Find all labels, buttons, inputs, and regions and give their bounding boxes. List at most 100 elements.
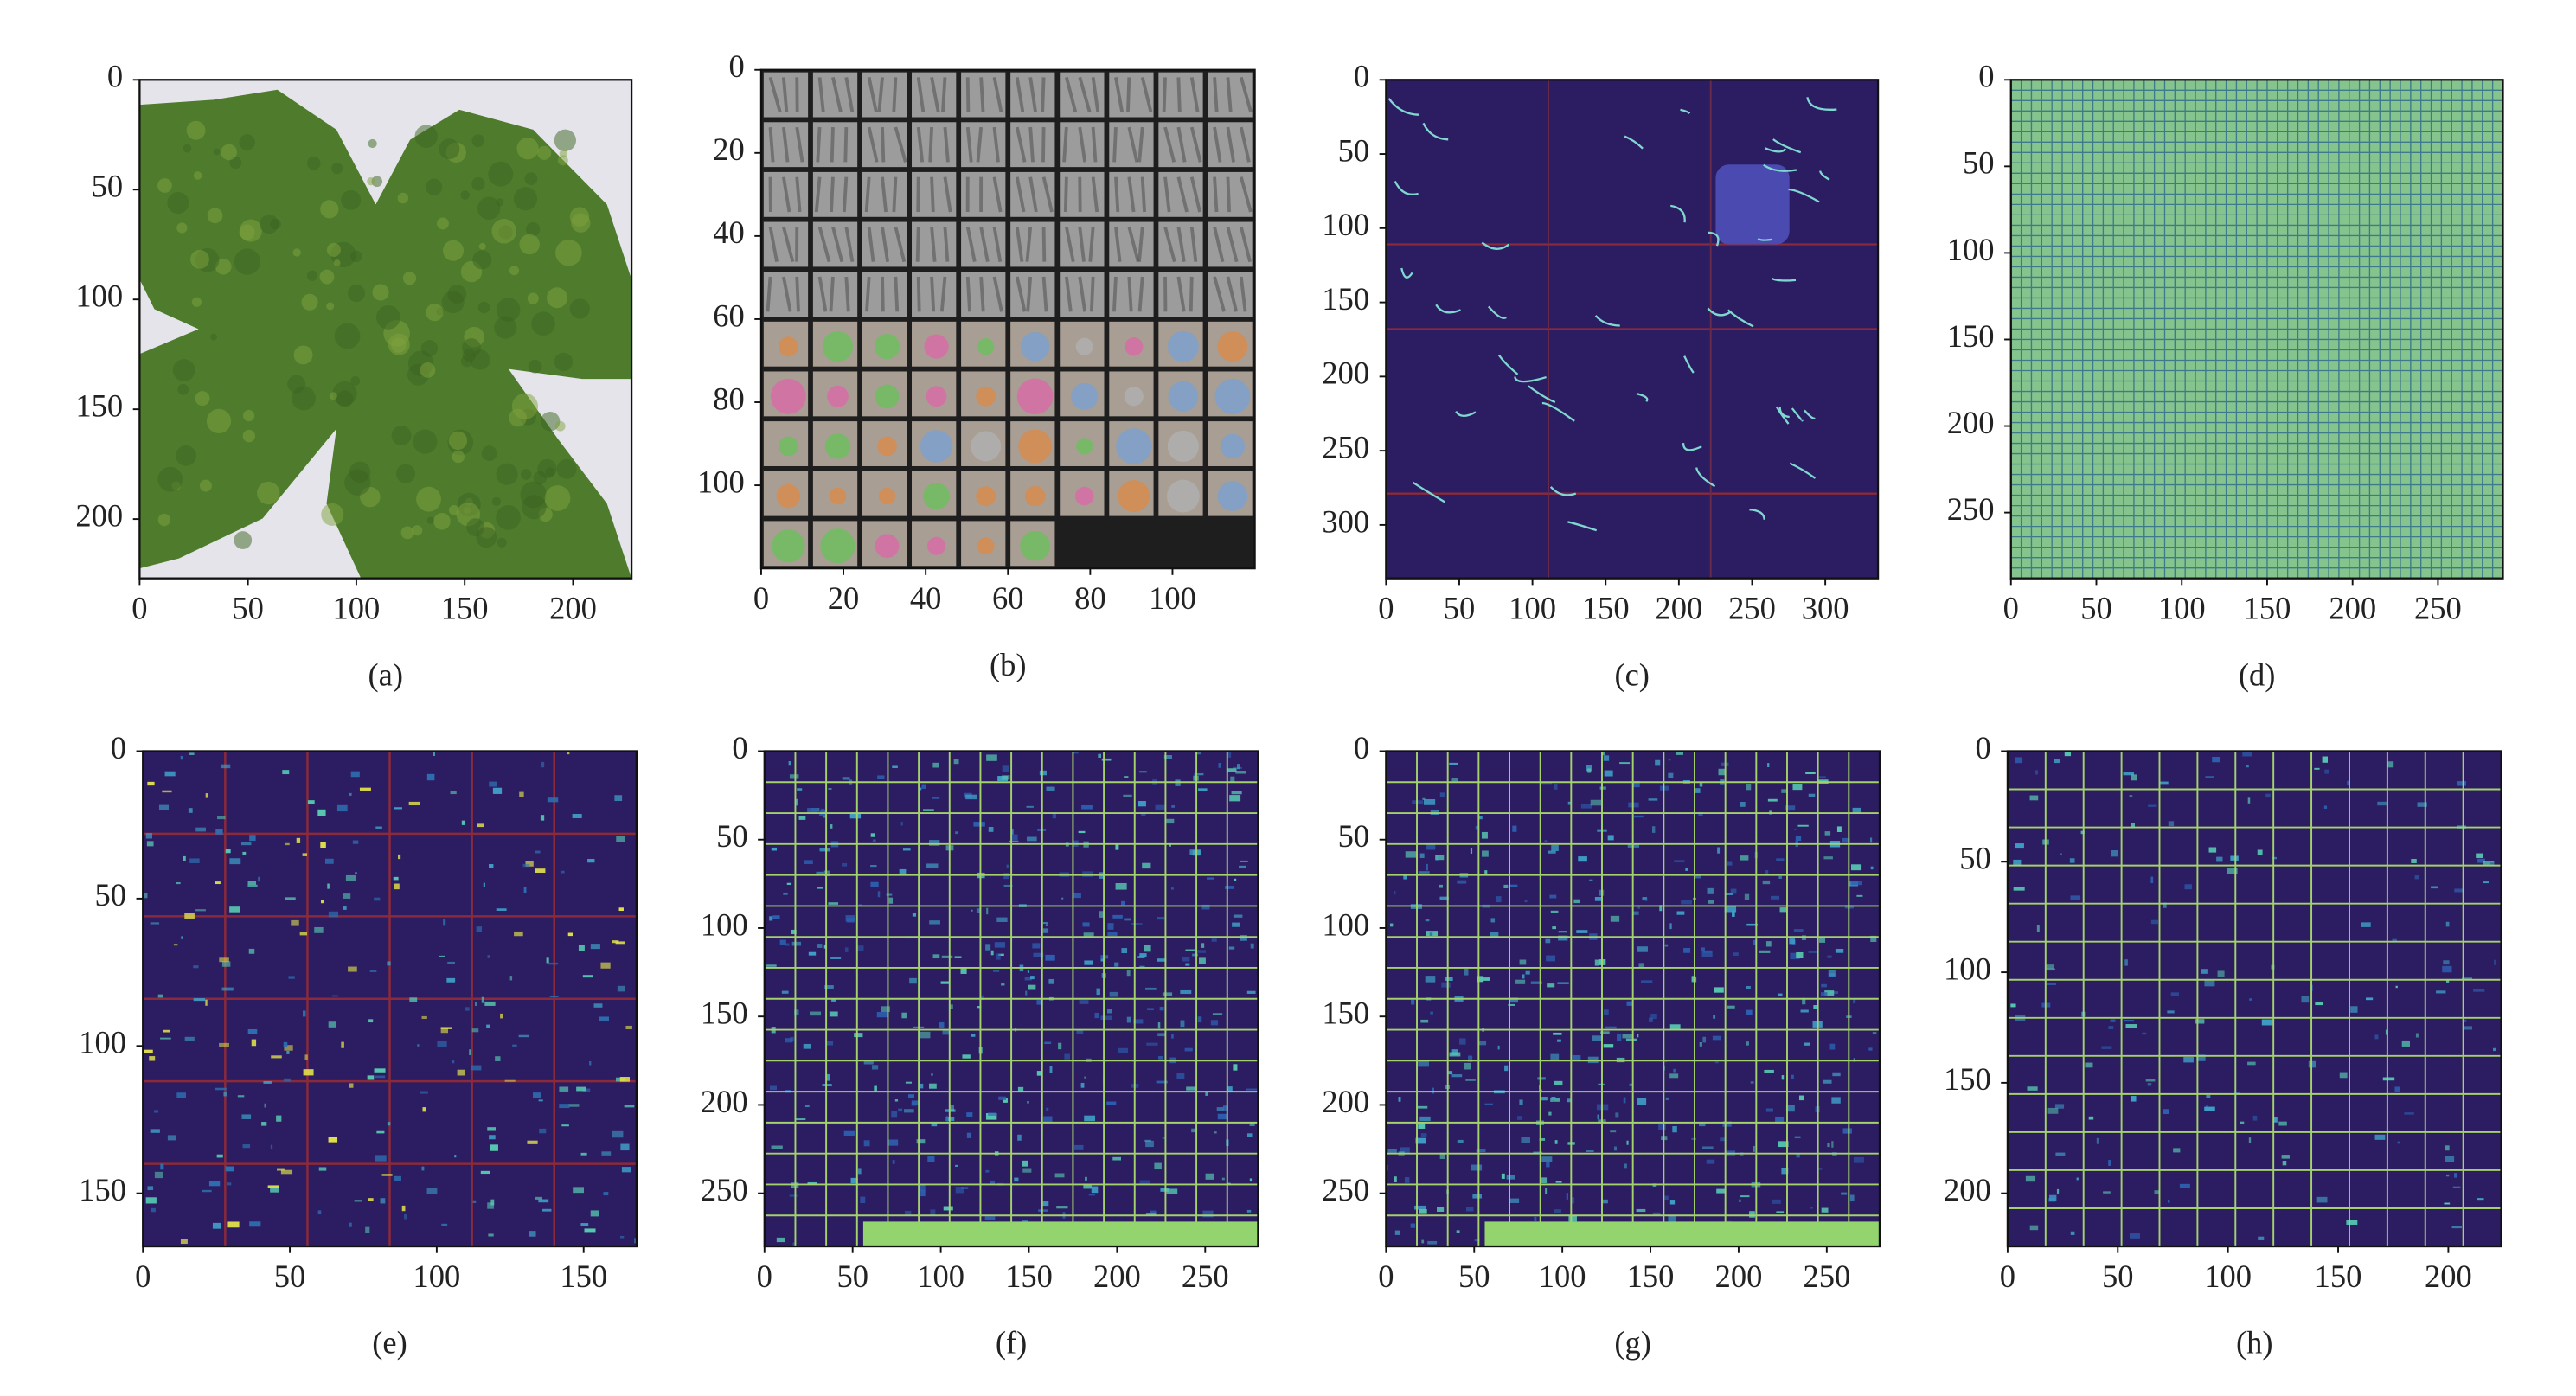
image-spot [1669, 1024, 1681, 1031]
image-spot [783, 892, 788, 895]
image-spot [1422, 797, 1426, 800]
image-spot [1107, 1009, 1112, 1014]
caption: (b) [990, 647, 1027, 682]
image-spot [1600, 1031, 1610, 1034]
image-spot [2414, 875, 2419, 880]
image-spot [221, 987, 234, 991]
image-spot [1249, 1178, 1253, 1182]
filter-stripe [1041, 127, 1046, 163]
image-spot [1099, 911, 1105, 918]
leaf-texture [213, 148, 221, 156]
image-spot [1389, 923, 1394, 927]
image-spot [1107, 932, 1118, 937]
y-tick-label: 150 [1947, 318, 1995, 354]
edge [1727, 309, 1754, 328]
filter-blob [971, 431, 1002, 462]
image-spot [548, 962, 559, 965]
image-spot [1430, 1011, 1433, 1015]
filter-stripe [881, 176, 888, 213]
image-spot [886, 893, 893, 896]
image-spot [1176, 1073, 1185, 1079]
image-spot [2085, 1062, 2093, 1068]
image-spot [1039, 770, 1047, 776]
filter-stripe [976, 126, 984, 163]
image-spot [2445, 921, 2450, 927]
caption: (a) [368, 656, 403, 692]
image-spot [2010, 1003, 2016, 1008]
axes-frame [138, 79, 633, 580]
image-spot [876, 1011, 888, 1018]
image-spot [1471, 1164, 1483, 1171]
filter-blob [1075, 337, 1093, 355]
image-spot [1831, 1097, 1841, 1104]
filter-stripe [1015, 176, 1026, 213]
image-spot [1169, 842, 1171, 847]
edge [1806, 97, 1837, 111]
image-spot [988, 1112, 996, 1116]
image-spot [144, 893, 148, 899]
image-spot [375, 1155, 387, 1162]
image-spot [267, 1185, 279, 1188]
image-spot [422, 1107, 426, 1112]
image-spot [1144, 1139, 1151, 1142]
filter-stripe [1127, 126, 1139, 163]
image-spot [164, 771, 176, 777]
image-spot [1708, 900, 1714, 904]
y-tick-label: 250 [1322, 430, 1369, 465]
image-spot [2206, 1095, 2211, 1098]
image-spot [317, 1210, 322, 1215]
image-spot [1547, 983, 1555, 988]
image-spot [961, 1187, 969, 1189]
image-spot [1419, 1116, 1431, 1122]
image-spot [1869, 837, 1873, 843]
y-tick-label: 300 [1322, 503, 1369, 539]
image-spot [1567, 1098, 1572, 1103]
filter-blob [772, 528, 805, 563]
image-spot [1701, 1146, 1714, 1149]
image-spot [1789, 938, 1795, 945]
image-spot [1765, 869, 1769, 876]
image-spot [1701, 951, 1713, 957]
filter-stripe [817, 77, 825, 112]
image-spot [354, 1200, 362, 1202]
image-spot [1695, 788, 1701, 793]
image-spot [1539, 1138, 1546, 1141]
image-spot [1856, 894, 1863, 897]
image-spot [277, 1168, 285, 1171]
image-spot [1465, 1207, 1474, 1212]
image-spot [1439, 896, 1449, 900]
image-spot [1478, 816, 1483, 820]
image-spot [1043, 1116, 1053, 1123]
image-spot [1802, 997, 1806, 1005]
image-spot [437, 1041, 447, 1047]
y-tick-label: 0 [1354, 730, 1369, 765]
image-spot [871, 1065, 879, 1070]
image-spot [1571, 1197, 1575, 1204]
image-spot [1410, 1223, 1416, 1228]
image-spot [1730, 888, 1737, 894]
image-spot [945, 1115, 948, 1122]
y-tick-label: 50 [1963, 145, 1995, 181]
leaf-texture [207, 208, 223, 224]
image-spot [1790, 952, 1800, 960]
image-spot [1740, 1195, 1750, 1198]
image-spot [539, 1128, 547, 1134]
image-spot [1586, 765, 1592, 772]
panel-image [760, 69, 1255, 569]
leaf-texture [478, 242, 486, 250]
image-spot [2454, 888, 2464, 893]
image-spot [977, 1006, 982, 1009]
filter-stripe [1028, 126, 1035, 163]
image-spot [1451, 778, 1458, 782]
image-spot [1619, 762, 1631, 765]
image-spot [282, 770, 290, 775]
image-spot [1712, 1035, 1721, 1041]
x-tick-label: 100 [1509, 590, 1556, 625]
image-spot [589, 1060, 592, 1066]
image-spot [299, 932, 307, 936]
image-spot [618, 907, 624, 912]
filter-stripe [877, 77, 884, 112]
filter-stripe [814, 176, 822, 213]
image-spot [2476, 853, 2483, 858]
